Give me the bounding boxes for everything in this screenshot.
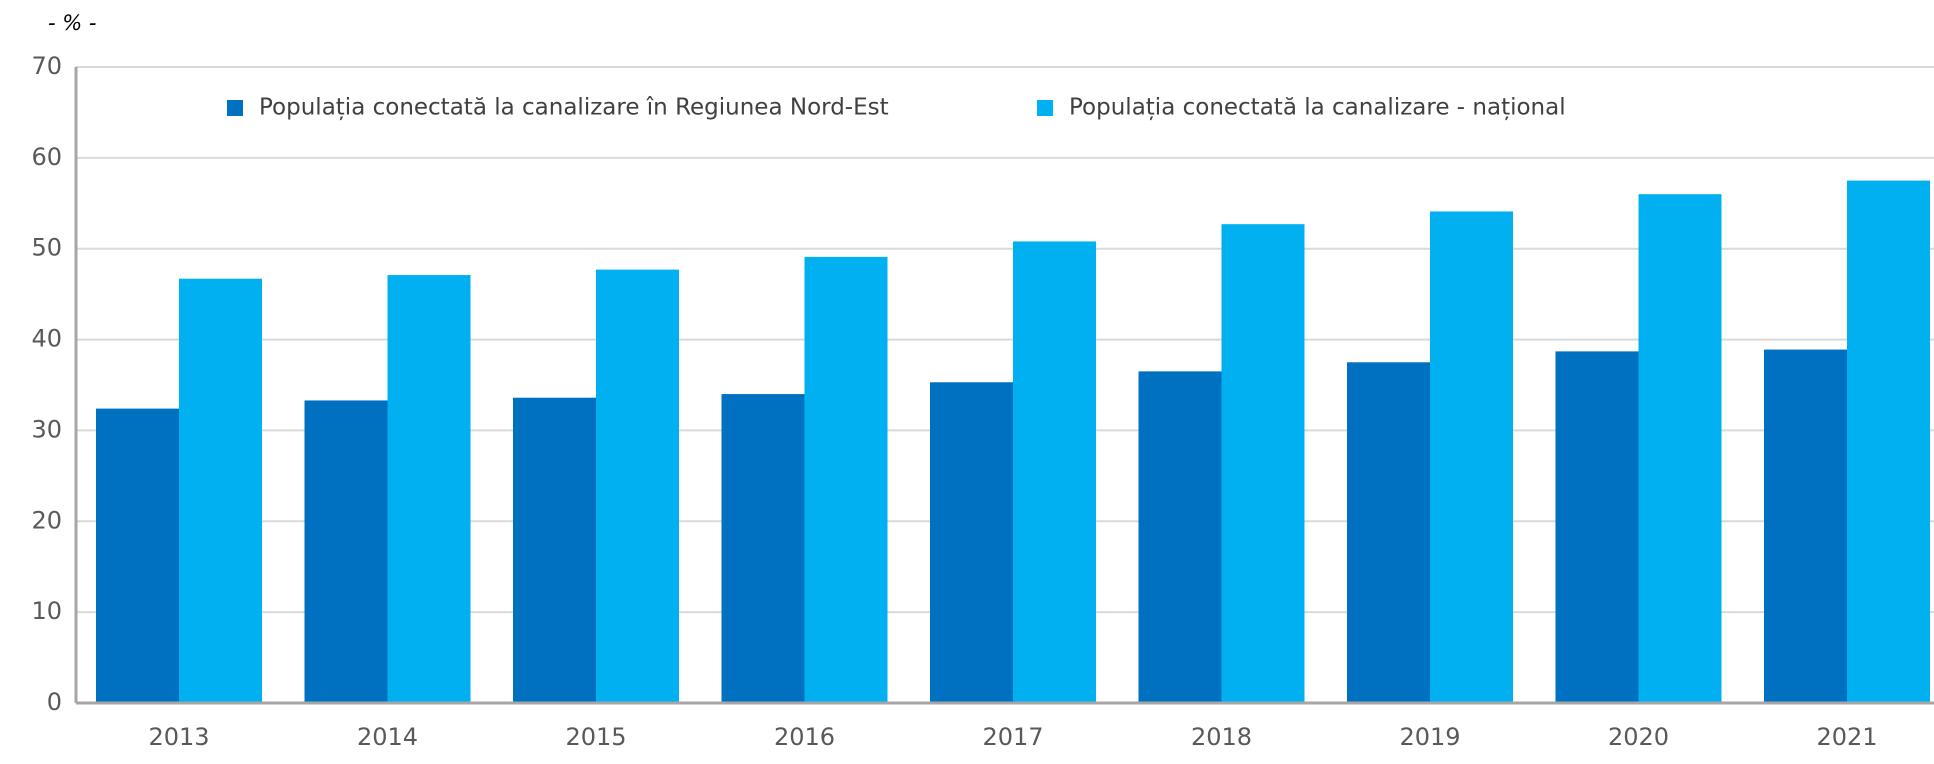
x-tick-label: 2021 xyxy=(1816,723,1877,751)
bar xyxy=(513,397,596,703)
bar xyxy=(930,382,1013,703)
bar xyxy=(1764,349,1847,703)
y-tick-label: 30 xyxy=(31,415,62,443)
legend-swatch xyxy=(1037,100,1053,116)
x-tick-label: 2013 xyxy=(148,723,209,751)
bar xyxy=(1555,351,1639,703)
legend-label: Populația conectată la canalizare în Reg… xyxy=(259,95,889,121)
y-tick-label: 10 xyxy=(31,597,62,625)
bar xyxy=(721,394,805,703)
y-tick-label: 40 xyxy=(31,325,62,353)
x-tick-label: 2016 xyxy=(774,723,835,751)
y-tick-label: 70 xyxy=(31,52,62,80)
bar xyxy=(1347,362,1430,703)
bar xyxy=(387,275,471,703)
unit-label: - % - xyxy=(48,11,96,35)
x-tick-label: 2015 xyxy=(565,723,626,751)
y-tick-label: 20 xyxy=(31,506,62,534)
y-tick-label: 60 xyxy=(31,143,62,171)
x-tick-label: 2017 xyxy=(982,723,1043,751)
bar xyxy=(179,278,262,703)
bar xyxy=(1430,211,1513,703)
bar xyxy=(1847,180,1930,704)
bar xyxy=(804,256,888,703)
x-tick-label: 2019 xyxy=(1399,723,1460,751)
y-tick-label: 0 xyxy=(47,688,62,716)
bar xyxy=(596,269,679,703)
x-tick-label: 2018 xyxy=(1191,723,1252,751)
x-tick-label: 2014 xyxy=(357,723,418,751)
bar xyxy=(1138,371,1222,703)
bar xyxy=(304,400,388,703)
bar xyxy=(1638,194,1722,703)
x-tick-label: 2020 xyxy=(1608,723,1669,751)
bar xyxy=(96,408,179,703)
y-tick-label: 50 xyxy=(31,234,62,262)
legend-swatch xyxy=(227,100,243,116)
bar xyxy=(1013,241,1096,703)
bar xyxy=(1221,224,1305,703)
legend-label: Populația conectată la canalizare - nați… xyxy=(1069,95,1566,121)
